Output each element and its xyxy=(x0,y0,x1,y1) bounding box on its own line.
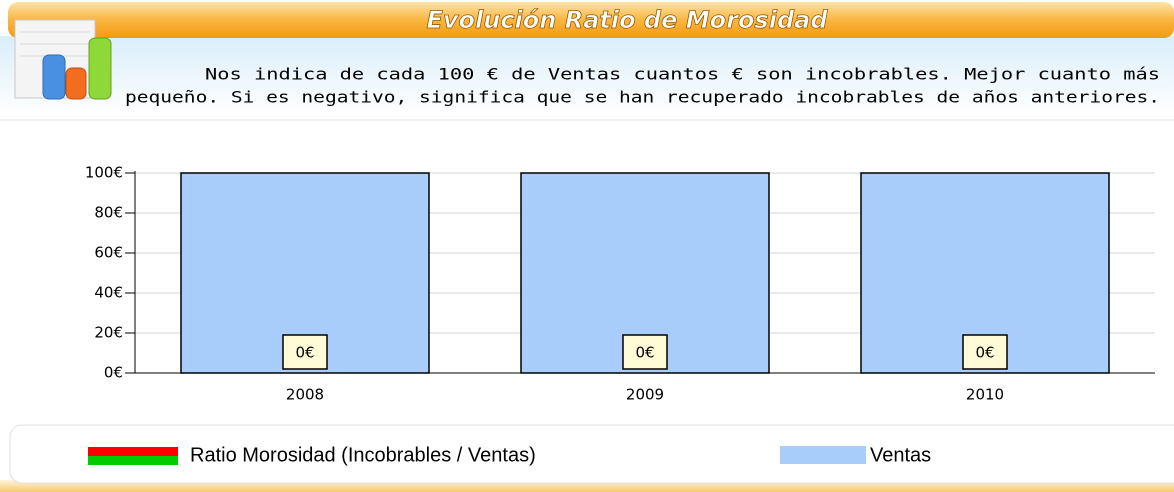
value-label: 0€ xyxy=(975,344,994,362)
y-tick-label: 60€ xyxy=(94,244,123,262)
value-label: 0€ xyxy=(635,344,654,362)
x-tick-label: 2010 xyxy=(966,386,1004,404)
value-label-box xyxy=(622,334,668,370)
legend-swatch xyxy=(88,456,178,465)
y-tick-label: 40€ xyxy=(94,284,123,302)
value-label: 0€ xyxy=(295,344,314,362)
y-tick-label: 80€ xyxy=(94,204,123,222)
widget-title: Evolución Ratio de Morosidad xyxy=(426,6,828,34)
chart-icon xyxy=(14,19,112,100)
legend-label: Ratio Morosidad (Incobrables / Ventas) xyxy=(190,444,536,466)
legend-swatch xyxy=(88,447,178,456)
legend-label: Ventas xyxy=(870,444,931,466)
legend-box xyxy=(9,424,1174,484)
header-bar xyxy=(8,2,1174,38)
header-band xyxy=(0,36,1174,116)
x-tick-label: 2009 xyxy=(626,386,664,404)
description-line: Nos indica de cada 100 € de Ventas cuant… xyxy=(205,65,1160,84)
y-tick-label: 100€ xyxy=(85,164,123,182)
value-label-box xyxy=(282,334,328,370)
y-tick-label: 0€ xyxy=(104,364,123,382)
legend-swatch xyxy=(780,446,866,464)
y-tick-label: 20€ xyxy=(94,324,123,342)
description-line: pequeño. Si es negativo, significa que s… xyxy=(125,88,1160,107)
x-tick-label: 2008 xyxy=(286,386,324,404)
value-label-box xyxy=(962,334,1008,370)
